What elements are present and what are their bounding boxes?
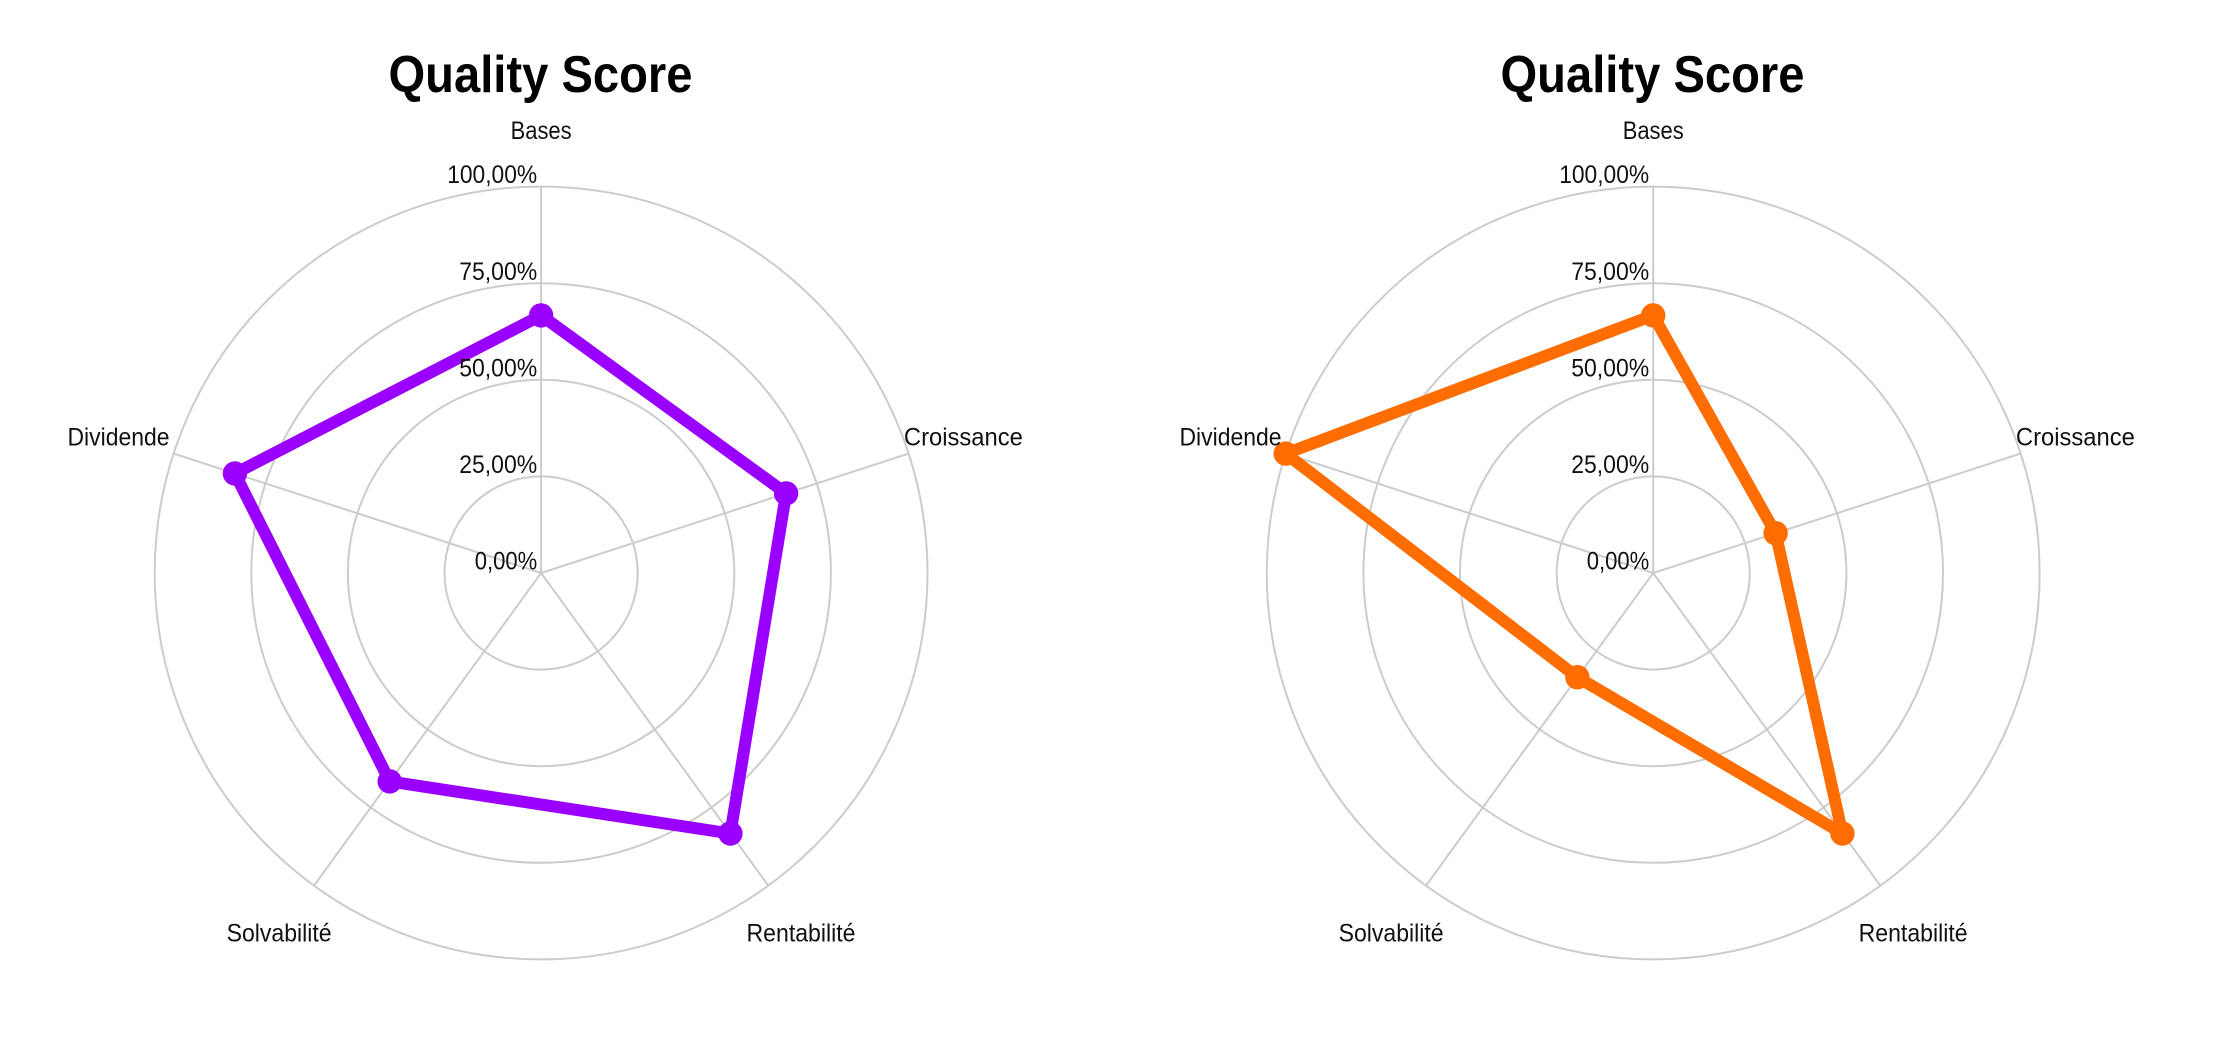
svg-text:25,00%: 25,00% xyxy=(1571,451,1649,479)
svg-text:50,00%: 50,00% xyxy=(1571,354,1649,382)
svg-text:0,00%: 0,00% xyxy=(1587,548,1650,576)
svg-text:75,00%: 75,00% xyxy=(459,258,537,286)
svg-text:75,00%: 75,00% xyxy=(1571,258,1649,286)
svg-text:Quality Score: Quality Score xyxy=(1501,46,1805,104)
svg-text:Rentabilité: Rentabilité xyxy=(747,919,856,947)
svg-text:Rentabilité: Rentabilité xyxy=(1859,919,1968,947)
svg-text:25,00%: 25,00% xyxy=(459,451,537,479)
svg-text:100,00%: 100,00% xyxy=(447,161,537,189)
svg-text:Bases: Bases xyxy=(1623,117,1684,145)
svg-text:Bases: Bases xyxy=(511,117,572,145)
svg-text:0,00%: 0,00% xyxy=(475,548,538,576)
svg-text:Dividende: Dividende xyxy=(1180,424,1282,452)
svg-text:Croissance: Croissance xyxy=(904,424,1023,452)
svg-text:100,00%: 100,00% xyxy=(1559,161,1649,189)
svg-text:Solvabilité: Solvabilité xyxy=(227,919,332,947)
svg-text:50,00%: 50,00% xyxy=(459,354,537,382)
svg-text:Quality Score: Quality Score xyxy=(389,46,693,104)
svg-text:Croissance: Croissance xyxy=(2016,424,2135,452)
svg-text:Solvabilité: Solvabilité xyxy=(1339,919,1444,947)
svg-text:Dividende: Dividende xyxy=(68,424,170,452)
